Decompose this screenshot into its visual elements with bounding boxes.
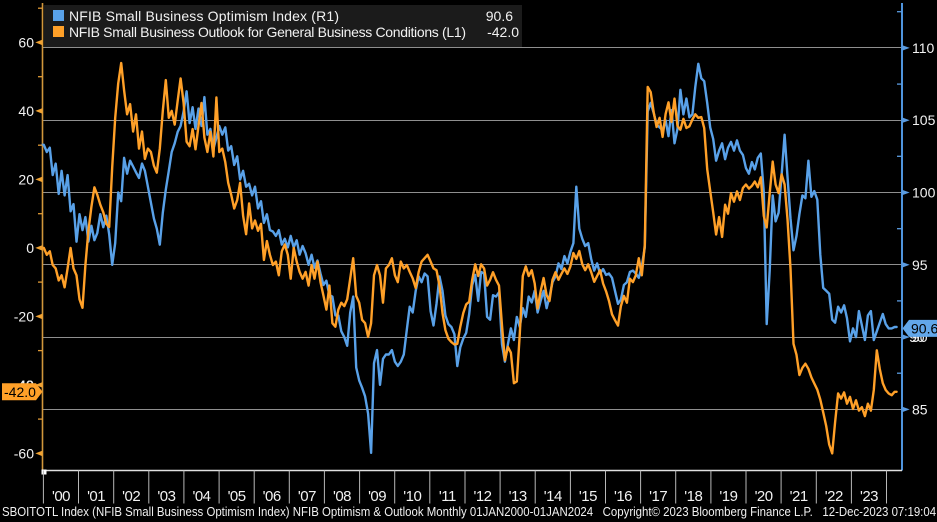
svg-text:NFIB Small Business Outlook fo: NFIB Small Business Outlook for General …: [69, 24, 466, 40]
svg-text:'01: '01: [87, 488, 105, 505]
svg-text:90.6: 90.6: [911, 320, 937, 336]
svg-text:60: 60: [18, 34, 34, 50]
svg-text:'08: '08: [333, 488, 351, 505]
svg-text:'19: '19: [719, 488, 737, 505]
svg-text:40: 40: [18, 103, 34, 119]
svg-text:-60: -60: [14, 445, 34, 461]
svg-text:-42.0: -42.0: [487, 24, 519, 40]
svg-text:100: 100: [912, 185, 936, 201]
svg-text:'16: '16: [614, 488, 632, 505]
svg-text:'04: '04: [192, 488, 210, 505]
svg-text:'07: '07: [298, 488, 316, 505]
svg-text:90.6: 90.6: [486, 8, 513, 24]
svg-text:'17: '17: [649, 488, 667, 505]
svg-text:'14: '14: [544, 488, 562, 505]
svg-text:'06: '06: [263, 488, 281, 505]
svg-text:'21: '21: [790, 488, 808, 505]
svg-text:'05: '05: [228, 488, 246, 505]
svg-text:-42.0: -42.0: [4, 384, 36, 400]
svg-text:'20: '20: [755, 488, 773, 505]
svg-text:20: 20: [18, 171, 34, 187]
svg-text:'10: '10: [403, 488, 421, 505]
svg-text:'22: '22: [825, 488, 843, 505]
svg-text:0: 0: [26, 240, 34, 256]
svg-text:-20: -20: [14, 308, 34, 324]
svg-text:'11: '11: [439, 488, 456, 505]
svg-text:'12: '12: [473, 488, 491, 505]
svg-text:'15: '15: [579, 488, 597, 505]
svg-text:'02: '02: [122, 488, 140, 505]
svg-text:NFIB Small Business Optimism I: NFIB Small Business Optimism Index (R1): [69, 8, 339, 24]
svg-text:'00: '00: [52, 488, 70, 505]
svg-text:95: 95: [912, 257, 928, 273]
svg-text:'18: '18: [684, 488, 702, 505]
svg-text:'23: '23: [860, 488, 878, 505]
svg-text:85: 85: [912, 401, 928, 417]
svg-text:'13: '13: [509, 488, 527, 505]
svg-text:'09: '09: [368, 488, 386, 505]
svg-text:105: 105: [912, 112, 936, 128]
svg-text:'03: '03: [157, 488, 175, 505]
svg-text:110: 110: [912, 40, 935, 56]
